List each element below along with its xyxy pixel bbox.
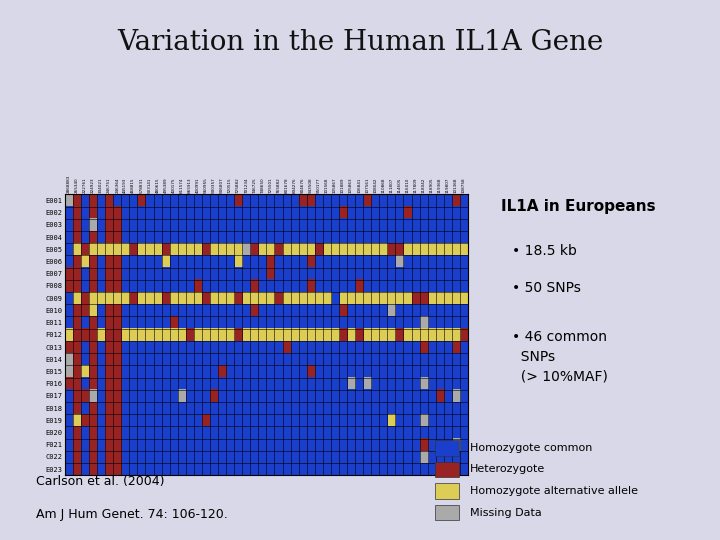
- Text: Homozygote alternative allele: Homozygote alternative allele: [470, 486, 639, 496]
- Text: Heterozygote: Heterozygote: [470, 464, 546, 474]
- Text: Missing Data: Missing Data: [470, 508, 542, 517]
- Text: IL1A in Europeans: IL1A in Europeans: [501, 199, 655, 214]
- Text: • 46 common
  SNPs
  (> 10%MAF): • 46 common SNPs (> 10%MAF): [512, 330, 608, 383]
- Text: Homozygote common: Homozygote common: [470, 443, 593, 453]
- Bar: [435, 483, 459, 499]
- Text: • 18.5 kb: • 18.5 kb: [512, 244, 577, 258]
- Text: Variation in the Human IL1A Gene: Variation in the Human IL1A Gene: [117, 29, 603, 56]
- Text: • 50 SNPs: • 50 SNPs: [512, 281, 581, 295]
- Bar: [435, 505, 459, 521]
- Text: Am J Hum Genet. 74: 106-120.: Am J Hum Genet. 74: 106-120.: [36, 508, 228, 521]
- Bar: [435, 462, 459, 477]
- Bar: [435, 440, 459, 456]
- Text: Carlson et al. (2004): Carlson et al. (2004): [36, 475, 164, 488]
